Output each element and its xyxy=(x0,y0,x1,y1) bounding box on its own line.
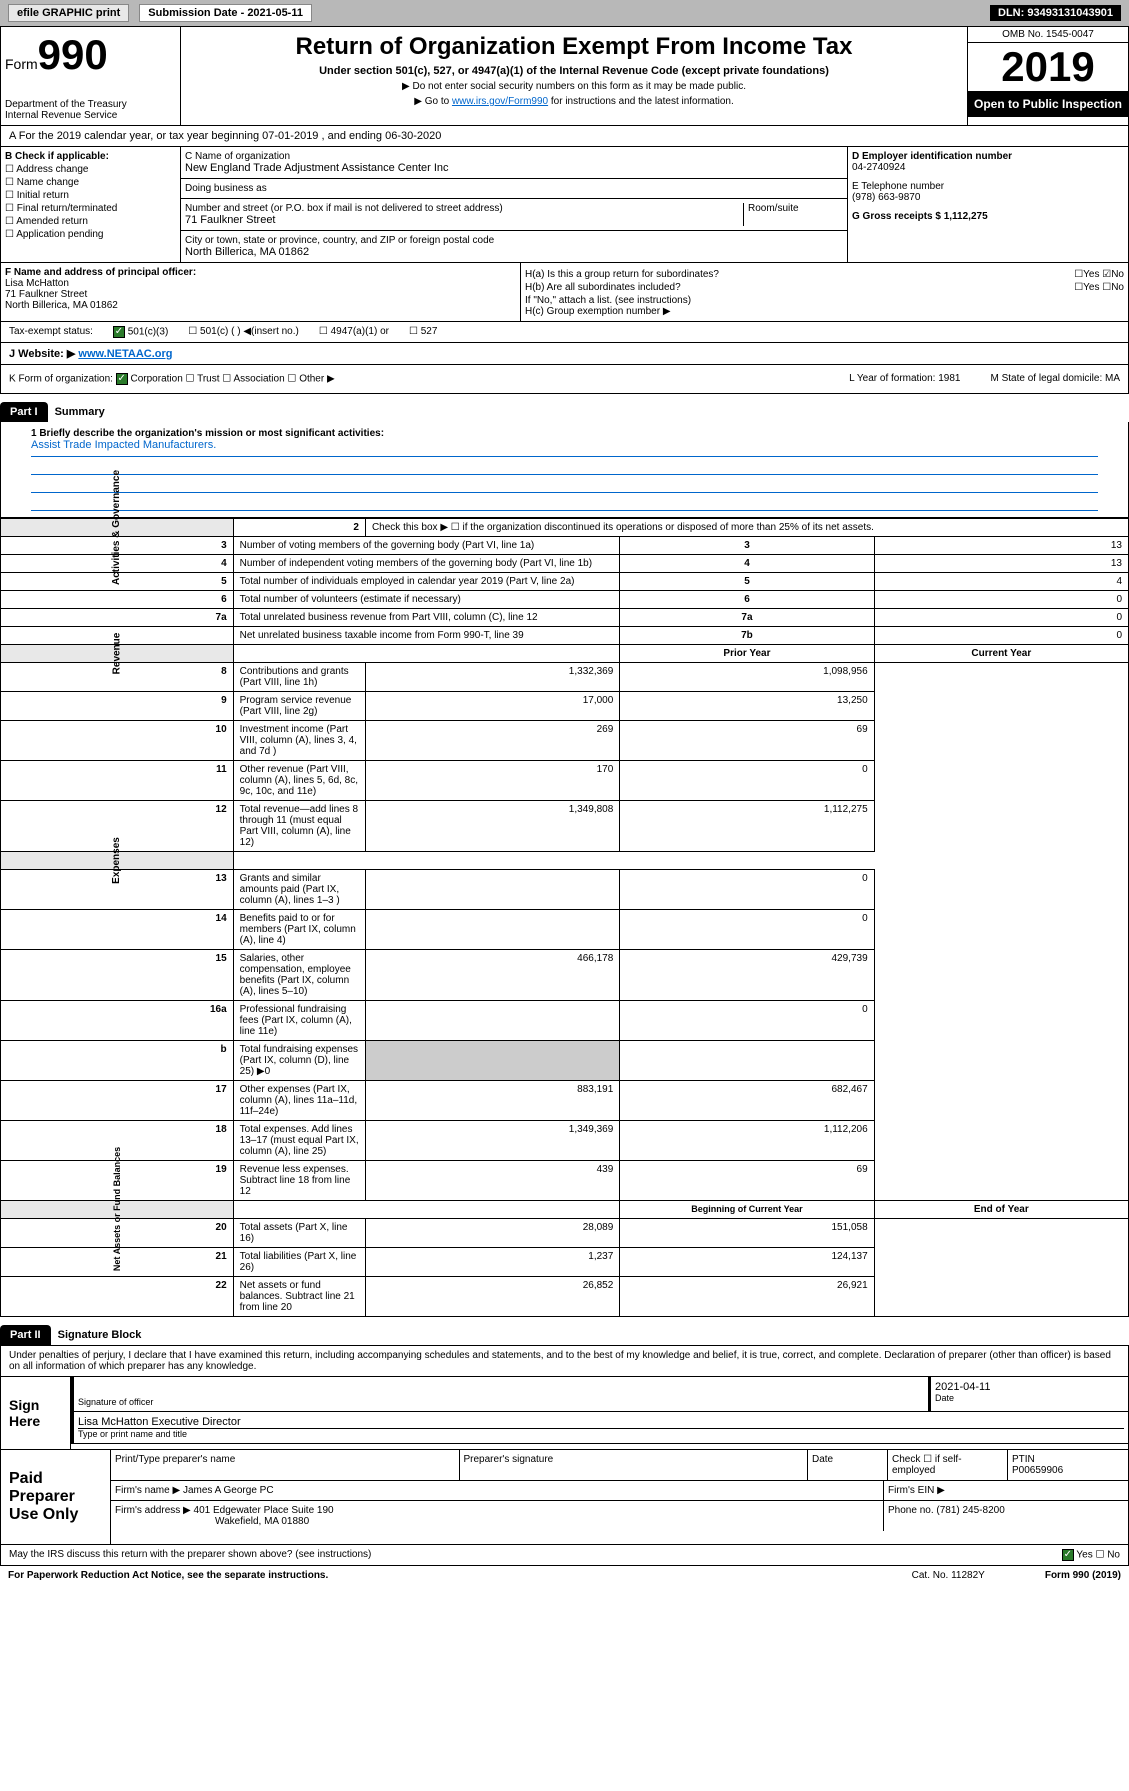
side-ag: Activities & Governance xyxy=(111,470,122,585)
paid-preparer-section: Paid Preparer Use Only Print/Type prepar… xyxy=(0,1450,1129,1545)
firm-phone: Phone no. (781) 245-8200 xyxy=(884,1501,1128,1531)
chk-app-pending[interactable]: ☐ Application pending xyxy=(5,229,176,240)
row-a-tax-year: A For the 2019 calendar year, or tax yea… xyxy=(0,126,1129,147)
year-box: OMB No. 1545-0047 2019 Open to Public In… xyxy=(968,27,1128,125)
summary-table: Activities & Governance 2Check this box … xyxy=(0,518,1129,1317)
tax-year: 2019 xyxy=(968,43,1128,91)
officer-name: Lisa McHatton xyxy=(5,278,516,289)
section-f: F Name and address of principal officer:… xyxy=(1,263,521,321)
part1-title: Summary xyxy=(51,402,109,422)
dln: DLN: 93493131043901 xyxy=(990,5,1121,21)
org-city: North Billerica, MA 01862 xyxy=(185,246,843,258)
ssn-note: ▶ Do not enter social security numbers o… xyxy=(187,81,961,92)
irs-link[interactable]: www.irs.gov/Form990 xyxy=(452,96,548,107)
part1-header-row: Part I Summary xyxy=(0,394,1129,422)
mission-text: Assist Trade Impacted Manufacturers. xyxy=(31,439,1098,457)
side-na: Net Assets or Fund Balances xyxy=(112,1147,122,1271)
section-b: B Check if applicable: ☐ Address change … xyxy=(1,147,181,262)
omb-number: OMB No. 1545-0047 xyxy=(968,27,1128,43)
submission-date: Submission Date - 2021-05-11 xyxy=(139,4,312,22)
chk-address-change[interactable]: ☐ Address change xyxy=(5,164,176,175)
section-h: H(a) Is this a group return for subordin… xyxy=(521,263,1128,321)
form-title: Return of Organization Exempt From Incom… xyxy=(187,33,961,61)
state-domicile: M State of legal domicile: MA xyxy=(991,373,1121,385)
footer: For Paperwork Reduction Act Notice, see … xyxy=(0,1566,1129,1585)
section-bcde: B Check if applicable: ☐ Address change … xyxy=(0,147,1129,263)
paid-label: Paid Preparer Use Only xyxy=(1,1450,111,1544)
efile-header: efile GRAPHIC print Submission Date - 20… xyxy=(0,0,1129,26)
sign-here-label: Sign Here xyxy=(1,1377,71,1449)
ein: 04-2740924 xyxy=(852,162,1124,173)
org-address: 71 Faulkner Street xyxy=(185,214,743,226)
chk-discuss-yes[interactable] xyxy=(1062,1549,1074,1561)
telephone: (978) 663-9870 xyxy=(852,192,1124,203)
sign-date: 2021-04-11 xyxy=(935,1381,1124,1393)
section-c: C Name of organization New England Trade… xyxy=(181,147,848,262)
form-title-box: Return of Organization Exempt From Incom… xyxy=(181,27,968,125)
part2-header-row: Part II Signature Block xyxy=(0,1317,1129,1345)
sign-section: Sign Here Signature of officer 2021-04-1… xyxy=(0,1377,1129,1450)
form-number-box: Form990 Department of the Treasury Inter… xyxy=(1,27,181,125)
year-formation: L Year of formation: 1981 xyxy=(849,373,960,385)
chk-name-change[interactable]: ☐ Name change xyxy=(5,177,176,188)
section-fh: F Name and address of principal officer:… xyxy=(0,263,1129,322)
chk-501c3[interactable] xyxy=(113,326,125,338)
firm-name: James A George PC xyxy=(183,1485,274,1496)
cat-no: Cat. No. 11282Y xyxy=(912,1570,985,1581)
part2-title: Signature Block xyxy=(54,1325,146,1345)
side-rev: Revenue xyxy=(111,633,122,675)
discuss-row: May the IRS discuss this return with the… xyxy=(0,1545,1129,1566)
officer-name-title: Lisa McHatton Executive Director xyxy=(78,1416,1124,1429)
perjury-text: Under penalties of perjury, I declare th… xyxy=(0,1345,1129,1377)
website-link[interactable]: www.NETAAC.org xyxy=(78,348,172,360)
chk-amended[interactable]: ☐ Amended return xyxy=(5,216,176,227)
chk-final-return[interactable]: ☐ Final return/terminated xyxy=(5,203,176,214)
klm-row: K Form of organization: Corporation ☐ Tr… xyxy=(0,365,1129,394)
section-de: D Employer identification number 04-2740… xyxy=(848,147,1128,262)
firm-addr: 401 Edgewater Place Suite 190 xyxy=(194,1505,334,1516)
dept-treasury: Department of the Treasury Internal Reve… xyxy=(5,99,176,121)
form-ref: Form 990 (2019) xyxy=(1045,1570,1121,1581)
org-name: New England Trade Adjustment Assistance … xyxy=(185,162,843,174)
ptin: P00659906 xyxy=(1012,1465,1124,1476)
open-public: Open to Public Inspection xyxy=(968,91,1128,117)
gross-receipts: G Gross receipts $ 1,112,275 xyxy=(852,211,1124,222)
goto-note: ▶ Go to www.irs.gov/Form990 for instruct… xyxy=(187,96,961,107)
form-subtitle: Under section 501(c), 527, or 4947(a)(1)… xyxy=(187,65,961,77)
tax-exempt-row: Tax-exempt status: 501(c)(3) ☐ 501(c) ( … xyxy=(0,322,1129,343)
website-row: J Website: ▶ www.NETAAC.org xyxy=(0,343,1129,365)
form-header: Form990 Department of the Treasury Inter… xyxy=(0,26,1129,126)
part1-label: Part I xyxy=(0,402,48,422)
mission-box: 1 Briefly describe the organization's mi… xyxy=(0,422,1129,518)
chk-corporation[interactable] xyxy=(116,373,128,385)
paperwork-notice: For Paperwork Reduction Act Notice, see … xyxy=(8,1570,328,1581)
chk-initial-return[interactable]: ☐ Initial return xyxy=(5,190,176,201)
part2-label: Part II xyxy=(0,1325,51,1345)
side-exp: Expenses xyxy=(111,837,122,884)
efile-label: efile GRAPHIC print xyxy=(8,4,129,22)
